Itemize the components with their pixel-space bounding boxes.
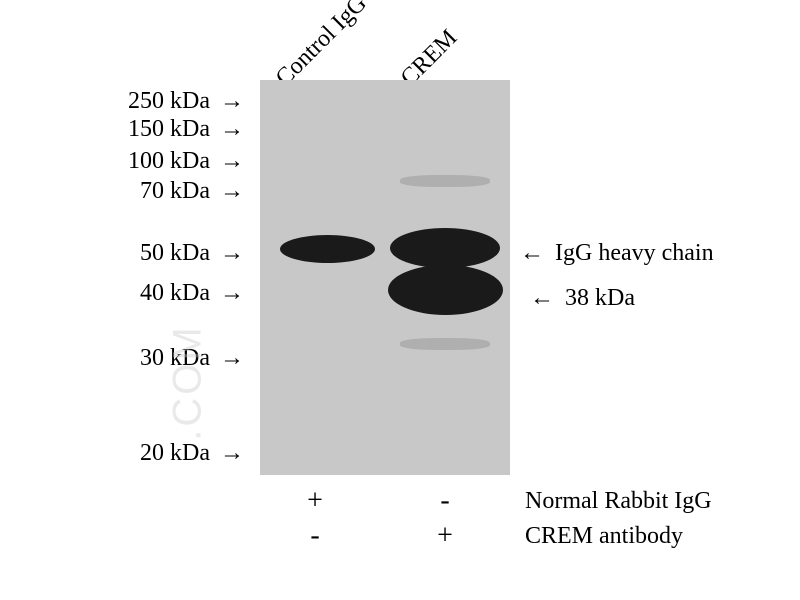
legend-lane1-row2: -: [300, 520, 330, 552]
faint-band-upper: [400, 175, 490, 187]
arrow-icon: →: [220, 440, 244, 467]
lane-label-control: Control IgG: [271, 0, 373, 92]
band-control-igg-heavy: [280, 235, 375, 263]
legend-lane2-row1: -: [430, 485, 460, 517]
arrow-icon: →: [220, 116, 244, 143]
marker-250: 250 kDa: [100, 88, 210, 115]
arrow-icon: →: [220, 240, 244, 267]
legend-label-crem-antibody: CREM antibody: [525, 523, 683, 550]
marker-150: 150 kDa: [100, 116, 210, 143]
band-crem-38kda: [388, 265, 503, 315]
band-crem-igg-heavy: [390, 228, 500, 268]
annotation-38kda: 38 kDa: [565, 285, 635, 312]
arrow-icon: ←: [530, 285, 554, 312]
figure-container: Control IgG CREM 250 kDa → 150 kDa → 100…: [0, 0, 800, 600]
annotation-igg-heavy-chain: IgG heavy chain: [555, 240, 714, 267]
marker-100: 100 kDa: [100, 148, 210, 175]
legend-lane1-row1: +: [300, 485, 330, 517]
legend-label-normal-rabbit: Normal Rabbit IgG: [525, 488, 712, 515]
arrow-icon: →: [220, 88, 244, 115]
arrow-icon: →: [220, 280, 244, 307]
legend-lane2-row2: +: [430, 520, 460, 552]
arrow-icon: ←: [520, 240, 544, 267]
marker-70: 70 kDa: [100, 178, 210, 205]
arrow-icon: →: [220, 345, 244, 372]
arrow-icon: →: [220, 178, 244, 205]
arrow-icon: →: [220, 148, 244, 175]
marker-50: 50 kDa: [100, 240, 210, 267]
marker-40: 40 kDa: [100, 280, 210, 307]
western-blot-membrane: [260, 80, 510, 475]
marker-20: 20 kDa: [100, 440, 210, 467]
faint-band-lower: [400, 338, 490, 350]
watermark-text: .COM: [166, 324, 211, 440]
